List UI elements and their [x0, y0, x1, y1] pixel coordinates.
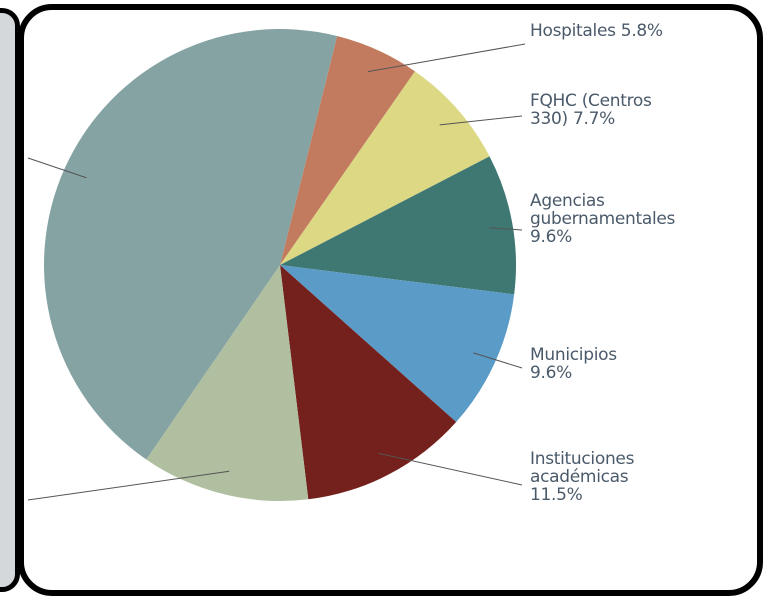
pie-slice — [280, 156, 516, 295]
category-label: FQHC (Centros 330) — [530, 91, 652, 129]
slice-label: Instituciones académicas 11.5% — [530, 450, 670, 504]
leader-line — [489, 227, 523, 231]
value-label: 5.8% — [620, 21, 663, 41]
pie-slice — [280, 36, 415, 265]
value-label: 7.7% — [573, 109, 615, 129]
leader-line — [367, 43, 526, 73]
side-panel — [0, 8, 20, 592]
pie-slice — [280, 71, 490, 265]
slice-label: Hospitales 5.8% — [530, 22, 705, 40]
leader-line — [439, 115, 523, 126]
category-label: Agencias gubernamentales — [530, 191, 676, 229]
leader-line — [473, 352, 523, 369]
value-label: 9.6% — [530, 363, 572, 383]
pie-slice — [44, 29, 338, 460]
category-label: Hospitales — [530, 21, 616, 41]
slice-label: Municipios 9.6% — [530, 346, 630, 382]
value-label: 9.6% — [530, 227, 572, 247]
pie-slice — [280, 265, 457, 500]
slice-label: Agencias gubernamentales 9.6% — [530, 192, 690, 246]
category-label: Instituciones académicas — [530, 449, 635, 487]
leader-line — [27, 470, 230, 501]
leader-line — [27, 157, 87, 179]
pie-slice — [280, 265, 515, 423]
category-label: Municipios — [530, 345, 617, 365]
pie-slice — [146, 265, 309, 502]
slice-label: FQHC (Centros 330) 7.7% — [530, 92, 690, 128]
value-label: 11.5% — [530, 485, 583, 505]
leader-line — [378, 452, 523, 486]
